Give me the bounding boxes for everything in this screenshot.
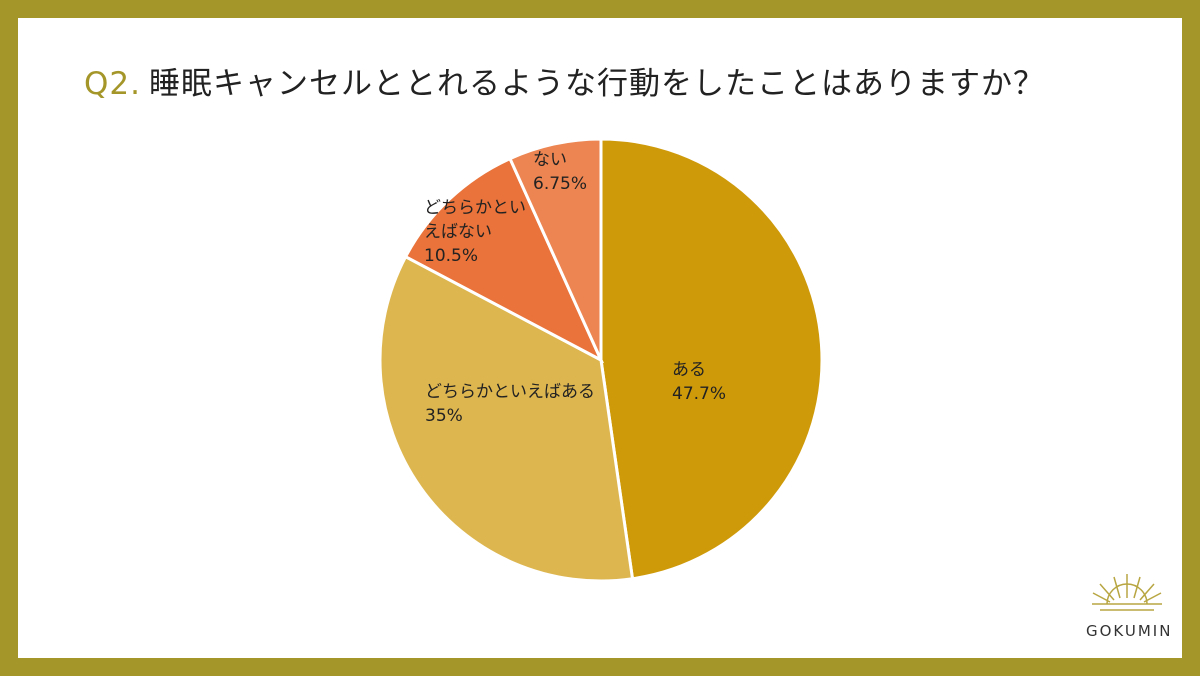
value-label: 6.75% <box>533 174 588 194</box>
pie-slice <box>378 254 635 583</box>
logo-mark <box>1092 574 1162 611</box>
slice-label: ある 47.7% <box>672 358 792 406</box>
pie-slice <box>403 156 605 364</box>
slice-label: どちらかといえばない 10.5% <box>424 196 534 268</box>
value-label: 10.5% <box>424 246 479 266</box>
question-label: Q2. <box>84 66 141 102</box>
logo: GOKUMIN <box>1086 622 1173 640</box>
category-label: どちらかといえばある <box>425 382 595 402</box>
category-label: ない <box>533 150 567 170</box>
value-label: 35% <box>425 406 463 426</box>
category-label: どちらかといえばない <box>424 198 526 242</box>
slice-label: ない 6.75% <box>533 148 603 196</box>
pie-slice <box>599 137 824 581</box>
slice-label: どちらかといえばある 35% <box>425 380 595 428</box>
title-text: 睡眠キャンセルととれるような行動をしたことはありますか？ <box>148 66 1045 102</box>
pie-slice <box>508 137 603 361</box>
chart-title: Q2. 睡眠キャンセルととれるような行動をしたことはありますか？ <box>84 58 1045 103</box>
category-label: ある <box>672 360 706 380</box>
value-label: 47.7% <box>672 384 727 404</box>
